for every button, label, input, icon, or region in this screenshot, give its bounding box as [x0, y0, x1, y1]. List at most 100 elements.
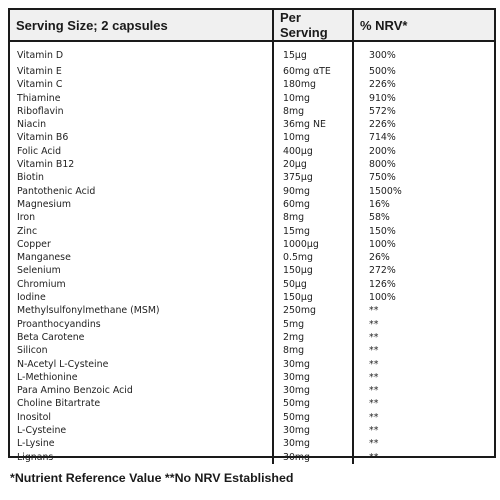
nrv-percent: 910% [352, 91, 494, 105]
table-header-row: Serving Size; 2 capsules Per Serving % N… [10, 10, 494, 42]
nutrient-name: Lignans [17, 451, 54, 463]
table-row: Iodine 150µg 100% [10, 291, 494, 305]
per-serving-amount: 30mg [272, 384, 353, 398]
table-row: Riboflavin 8mg 572% [10, 104, 494, 119]
nutrient-name: Vitamin D [17, 50, 64, 62]
nrv-percent: 26% [352, 251, 494, 265]
nrv-percent: ** [352, 424, 494, 438]
table-row: Methylsulfonylmethane (MSM) 250mg ** [10, 304, 494, 318]
table-row: Niacin 36mg NE 226% [10, 118, 494, 132]
table-row: Vitamin C 180mg 226% [10, 78, 494, 92]
header-nrv: % NRV* [352, 10, 494, 42]
table-row: Biotin 375µg 750% [10, 171, 494, 185]
per-serving-amount: 30mg [272, 437, 353, 451]
nutrient-name: Niacin [17, 119, 47, 131]
table-row: Zinc 15mg 150% [10, 224, 494, 238]
nutrient-name: Vitamin E [17, 66, 62, 77]
nrv-percent: ** [352, 450, 494, 464]
per-serving-amount: 5mg [272, 317, 353, 331]
footnote: *Nutrient Reference Value **No NRV Estab… [10, 471, 294, 485]
nutrient-name: Selenium [17, 265, 61, 277]
table-row: Proanthocyandins 5mg ** [10, 317, 494, 331]
per-serving-amount: 15µg [272, 41, 353, 65]
nutrient-name: L-Methionine [17, 371, 78, 383]
table-row: Para Amino Benzoic Acid 30mg ** [10, 384, 494, 398]
nutrient-name: Magnesium [17, 198, 72, 210]
nrv-percent: 150% [352, 224, 494, 238]
table-row: Folic Acid 400µg 200% [10, 144, 494, 159]
nrv-percent: ** [352, 437, 494, 451]
table-row: Thiamine 10mg 910% [10, 91, 494, 105]
table-row: Choline Bitartrate 50mg ** [10, 397, 494, 411]
nutrient-name: N-Acetyl L-Cysteine [17, 358, 109, 370]
nrv-percent: ** [352, 344, 494, 358]
nrv-percent: 272% [352, 264, 494, 278]
per-serving-amount: 8mg [272, 211, 353, 225]
nrv-percent: 300% [352, 41, 494, 65]
nutrient-name: Choline Bitartrate [17, 398, 101, 410]
per-serving-amount: 20µg [272, 158, 353, 172]
table-row: Vitamin B12 20µg 800% [10, 158, 494, 172]
per-serving-amount: 1000µg [272, 237, 353, 252]
nutrient-name: Inositol [17, 411, 51, 423]
nutrient-name: Zinc [17, 225, 38, 237]
header-serving-size: Serving Size; 2 capsules [10, 10, 273, 42]
per-serving-amount: 60mg αTE [272, 65, 353, 79]
nutrient-name: Thiamine [17, 92, 61, 104]
nutrient-name: Vitamin B12 [17, 159, 75, 171]
table-row: Silicon 8mg ** [10, 344, 494, 358]
table-row: Vitamin D 15µg 300% [10, 41, 494, 65]
table-row: L-Methionine 30mg ** [10, 370, 494, 385]
nrv-percent: 226% [352, 118, 494, 132]
table-row: Copper 1000µg 100% [10, 237, 494, 252]
nrv-percent: ** [352, 370, 494, 385]
nutrient-name: Copper [17, 238, 51, 250]
nrv-percent: 500% [352, 65, 494, 79]
per-serving-amount: 50mg [272, 397, 353, 411]
nutrient-name: Riboflavin [17, 105, 64, 117]
per-serving-amount: 10mg [272, 91, 353, 105]
table-row: Chromium 50µg 126% [10, 277, 494, 292]
nutrient-name: Folic Acid [17, 145, 62, 157]
per-serving-amount: 30mg [272, 370, 353, 385]
nrv-percent: 100% [352, 291, 494, 305]
nutrient-name: Chromium [17, 278, 66, 290]
nutrient-name: L-Lysine [17, 438, 55, 450]
nutrition-table: Serving Size; 2 capsules Per Serving % N… [10, 10, 494, 464]
nrv-percent: ** [352, 397, 494, 411]
nrv-percent: 750% [352, 171, 494, 185]
per-serving-amount: 8mg [272, 104, 353, 119]
table-row: Vitamin E 60mg αTE 500% [10, 65, 494, 79]
per-serving-amount: 375µg [272, 171, 353, 185]
nutrient-name: Methylsulfonylmethane (MSM) [17, 305, 160, 317]
per-serving-amount: 250mg [272, 304, 353, 318]
per-serving-amount: 150µg [272, 264, 353, 278]
nutrient-name: Proanthocyandins [17, 318, 101, 330]
per-serving-amount: 400µg [272, 144, 353, 159]
nrv-percent: ** [352, 384, 494, 398]
table-body: Vitamin D 15µg 300% Vitamin E 60mg αTE 500% Vi… [10, 41, 494, 464]
nrv-percent: ** [352, 410, 494, 425]
nrv-percent: 572% [352, 104, 494, 119]
table-row: Inositol 50mg ** [10, 410, 494, 425]
table-row: Selenium 150µg 272% [10, 264, 494, 278]
nrv-percent: 226% [352, 78, 494, 92]
nrv-percent: ** [352, 330, 494, 345]
per-serving-amount: 30mg [272, 450, 353, 464]
per-serving-amount: 50µg [272, 277, 353, 292]
per-serving-amount: 50mg [272, 410, 353, 425]
per-serving-amount: 150µg [272, 291, 353, 305]
table-row: L-Cysteine 30mg ** [10, 424, 494, 438]
table-row: Vitamin B6 10mg 714% [10, 131, 494, 145]
nrv-percent: 126% [352, 277, 494, 292]
nutrient-name: Pantothenic Acid [17, 185, 96, 197]
per-serving-amount: 36mg NE [272, 118, 353, 132]
nrv-percent: 200% [352, 144, 494, 159]
nrv-percent: 58% [352, 211, 494, 225]
nutrient-name: Vitamin B6 [17, 132, 69, 144]
supplement-facts-panel: Serving Size; 2 capsules Per Serving % N… [8, 8, 496, 464]
per-serving-amount: 30mg [272, 424, 353, 438]
nrv-percent: ** [352, 304, 494, 318]
table-row: Manganese 0.5mg 26% [10, 251, 494, 265]
per-serving-amount: 90mg [272, 184, 353, 198]
